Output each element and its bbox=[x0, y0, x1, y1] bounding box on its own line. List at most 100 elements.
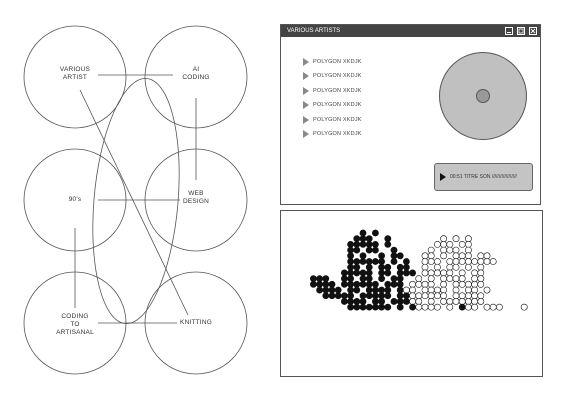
cd-disc bbox=[439, 52, 527, 140]
filled-dot bbox=[390, 298, 398, 305]
filled-dot bbox=[341, 298, 348, 305]
filled-dot bbox=[328, 292, 336, 300]
track-item[interactable]: POLYGON XKDJK bbox=[303, 86, 362, 96]
filled-dot bbox=[359, 258, 367, 265]
filled-dot bbox=[353, 235, 361, 243]
filled-dot bbox=[347, 269, 354, 277]
filled-dot bbox=[359, 241, 367, 248]
filled-dot bbox=[384, 241, 392, 248]
label-nineties: 90's bbox=[68, 196, 82, 203]
filled-dot bbox=[365, 280, 373, 288]
filled-dot bbox=[316, 286, 323, 294]
hollow-dot bbox=[471, 292, 478, 300]
hollow-dot bbox=[440, 252, 447, 260]
track-item[interactable]: POLYGON XKDJK bbox=[303, 71, 362, 81]
hollow-dot bbox=[421, 280, 429, 288]
hollow-dot bbox=[440, 235, 447, 243]
track-item[interactable]: POLYGON XKDJK bbox=[303, 57, 362, 67]
hollow-dot bbox=[464, 292, 472, 300]
filled-dot bbox=[347, 292, 354, 300]
hollow-dot bbox=[415, 280, 423, 288]
filled-dot bbox=[365, 246, 373, 254]
hollow-dot bbox=[458, 292, 466, 300]
hollow-dot bbox=[433, 241, 441, 248]
hollow-dot bbox=[458, 252, 466, 260]
track-item[interactable]: POLYGON XKDJK bbox=[303, 129, 362, 139]
track-label: POLYGON XKDJK bbox=[313, 117, 362, 123]
hollow-dot bbox=[440, 269, 447, 277]
maximize-icon[interactable] bbox=[517, 27, 525, 35]
filled-dot bbox=[322, 275, 330, 283]
music-player-window: VARIOUS ARTISTS POLYGON XKDJK POLYGON XK… bbox=[280, 24, 541, 205]
track-label: POLYGON XKDJK bbox=[313, 131, 362, 137]
filled-dot bbox=[365, 269, 373, 277]
hollow-dot bbox=[458, 241, 466, 248]
filled-dot bbox=[384, 263, 392, 271]
hollow-dot bbox=[471, 298, 478, 305]
hollow-dot bbox=[458, 258, 466, 265]
hollow-dot bbox=[464, 303, 472, 311]
filled-dot bbox=[384, 303, 392, 311]
filled-dot bbox=[390, 280, 398, 288]
filled-dot bbox=[390, 252, 398, 260]
filled-dot bbox=[396, 280, 404, 288]
filled-dot bbox=[365, 275, 373, 283]
hollow-dot bbox=[415, 303, 423, 311]
hollow-dot bbox=[409, 280, 416, 288]
window-title: VARIOUS ARTISTS bbox=[287, 28, 341, 34]
hollow-dot bbox=[440, 286, 447, 294]
filled-dot bbox=[409, 303, 416, 311]
track-label: POLYGON XKDJK bbox=[313, 88, 362, 94]
now-playing-bar: 00:51 TITRE SON ////////////////// bbox=[434, 163, 533, 191]
hollow-dot bbox=[464, 280, 472, 288]
hollow-dot bbox=[452, 235, 460, 243]
window-titlebar[interactable]: VARIOUS ARTISTS bbox=[281, 25, 540, 37]
hollow-dot bbox=[520, 303, 528, 311]
filled-dot bbox=[365, 292, 373, 300]
hollow-dot bbox=[427, 252, 435, 260]
hollow-dot bbox=[421, 263, 429, 271]
hollow-dot bbox=[471, 286, 478, 294]
hollow-dot bbox=[464, 235, 472, 243]
hollow-dot bbox=[446, 258, 454, 265]
label-coding-artisanal: CODING TO ARTISANAL bbox=[56, 313, 94, 336]
minimize-icon[interactable] bbox=[505, 27, 513, 35]
filled-dot bbox=[359, 292, 367, 300]
play-icon[interactable] bbox=[440, 173, 446, 181]
hollow-dot bbox=[440, 241, 447, 248]
hollow-dot bbox=[471, 258, 478, 265]
hollow-dot bbox=[471, 269, 478, 277]
hollow-dot bbox=[452, 292, 460, 300]
filled-dot bbox=[384, 280, 392, 288]
filled-dot bbox=[372, 280, 379, 288]
hollow-dot bbox=[433, 286, 441, 294]
hollow-dot bbox=[421, 292, 429, 300]
filled-dot bbox=[396, 252, 404, 260]
filled-dot bbox=[353, 286, 361, 294]
hollow-dot bbox=[464, 241, 472, 248]
track-item[interactable]: POLYGON XKDJK bbox=[303, 100, 362, 110]
filled-dot bbox=[378, 286, 385, 294]
filled-dot bbox=[328, 280, 336, 288]
hollow-dot bbox=[427, 292, 435, 300]
hollow-dot bbox=[452, 252, 460, 260]
track-item[interactable]: POLYGON XKDJK bbox=[303, 115, 362, 125]
hollow-dot bbox=[440, 246, 447, 254]
cd-disc-hub bbox=[476, 89, 490, 103]
hollow-dot bbox=[489, 258, 497, 265]
hollow-dot bbox=[483, 303, 491, 311]
hollow-dot bbox=[477, 263, 485, 271]
tall-ellipse bbox=[92, 78, 180, 324]
filled-dot bbox=[390, 258, 398, 265]
filled-dot bbox=[328, 286, 336, 294]
filled-dot bbox=[409, 269, 416, 277]
filled-dot bbox=[347, 286, 354, 294]
filled-dot bbox=[353, 258, 361, 265]
filled-dot bbox=[384, 292, 392, 300]
close-icon[interactable] bbox=[529, 27, 537, 35]
dot-pattern-panel bbox=[280, 210, 543, 377]
filled-dot bbox=[341, 292, 348, 300]
filled-dot bbox=[403, 269, 410, 277]
hollow-dot bbox=[440, 275, 447, 283]
filled-dot bbox=[347, 280, 354, 288]
